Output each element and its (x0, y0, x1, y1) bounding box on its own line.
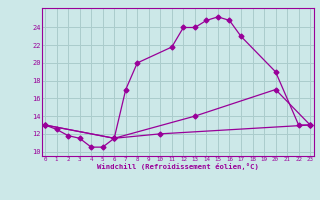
X-axis label: Windchill (Refroidissement éolien,°C): Windchill (Refroidissement éolien,°C) (97, 163, 259, 170)
